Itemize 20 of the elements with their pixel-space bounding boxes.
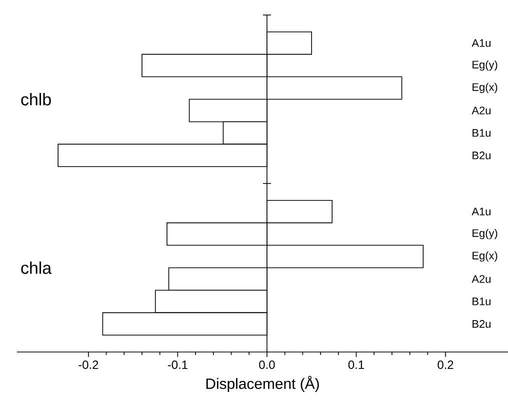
y-tick-label: chla	[21, 262, 52, 274]
text: B2u	[472, 320, 490, 328]
y-tick-label: chlb	[21, 93, 51, 106]
x-tick-label: -0.2	[78, 360, 98, 369]
text: A1u	[472, 39, 490, 47]
text: B2u	[472, 152, 490, 160]
x-tick-label: 0.1	[348, 360, 364, 369]
text: Eg(x)	[472, 82, 498, 94]
text: Eg(y)	[472, 228, 498, 240]
text: A2u	[472, 106, 490, 114]
text: B1u	[472, 298, 490, 306]
text: Eg(x)	[472, 251, 498, 262]
text: Eg(y)	[472, 60, 498, 71]
x-tick-label: 0.0	[259, 360, 275, 369]
text: B1u	[472, 129, 490, 137]
x-tick-label: 0.2	[438, 360, 454, 369]
x-axis-title: Displacement (Å)	[206, 376, 319, 392]
x-tick-label: -0.1	[168, 360, 188, 369]
text: A2u	[472, 275, 490, 283]
text: A1u	[472, 208, 490, 216]
